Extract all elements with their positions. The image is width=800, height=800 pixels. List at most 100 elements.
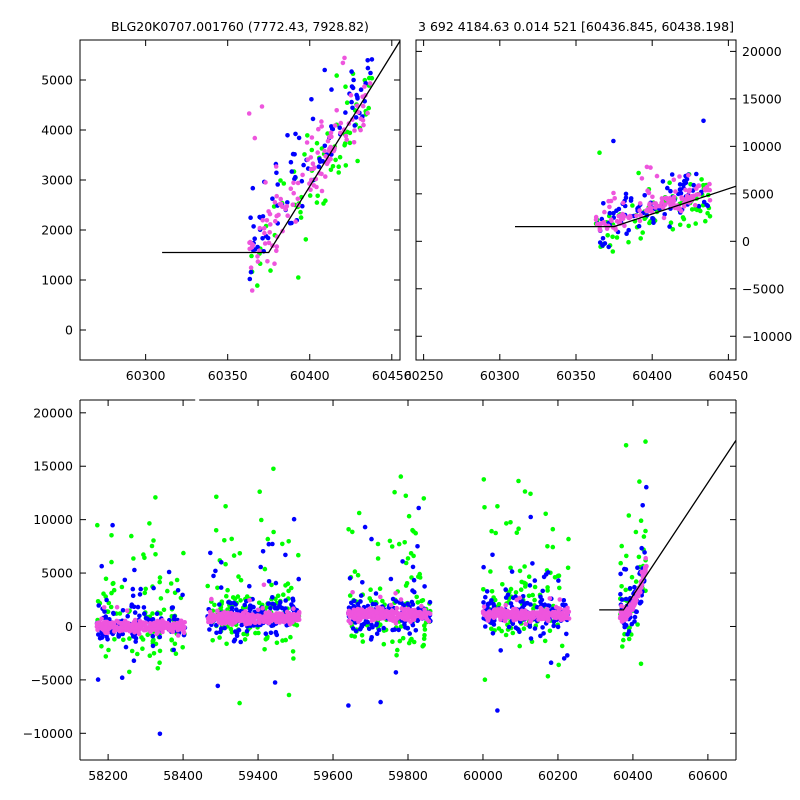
green-data-point [406,640,412,646]
pink-data-point [138,623,143,629]
x-tick-label: 59800 [388,768,428,783]
blue-data-point [125,613,130,619]
blue-data-point [619,597,625,602]
blue-data-point [99,563,104,569]
blue-data-point [622,566,627,572]
green-data-point [503,632,509,638]
blue-data-point [681,182,686,188]
blue-data-point [279,605,285,611]
blue-data-point [509,569,515,574]
blue-data-point [556,578,561,583]
green-data-point [618,560,623,566]
green-data-point [259,517,264,523]
pink-data-point [372,617,377,622]
pink-data-point [419,611,425,617]
green-data-point [174,577,180,583]
blue-data-point [365,619,371,625]
green-data-point [168,581,174,586]
green-data-point [630,203,635,208]
blue-data-point [270,196,275,201]
green-data-point [481,587,486,592]
pink-data-point [510,606,516,612]
blue-data-point [296,135,302,141]
green-data-point [522,564,527,569]
blue-data-point [219,560,224,565]
green-data-point [151,538,156,543]
blue-data-point [601,201,606,206]
green-data-point [377,586,383,591]
green-data-point [522,489,528,494]
pink-data-point [627,213,633,219]
blue-data-point [351,77,356,83]
blue-data-point [270,541,275,547]
blue-data-point [283,552,288,558]
green-data-point [231,553,237,558]
pink-data-point [260,605,265,611]
blue-data-point [369,622,374,628]
x-axis-ticks: 60300 60350 60400 60450 [126,40,412,383]
blue-data-point [97,636,103,641]
blue-data-point [611,138,616,144]
pink-data-point [556,614,561,619]
green-data-point [349,1,354,6]
green-data-point [514,530,520,535]
pink-data-point [679,196,685,202]
pink-data-point [644,208,649,213]
blue-data-point [623,195,629,200]
green-data-point [242,637,248,642]
pink-data-point [647,202,652,208]
green-data-point [314,200,320,205]
pink-data-point [620,200,626,206]
green-data-point [286,539,292,544]
blue-data-point [667,224,672,229]
pink-data-point [545,618,551,624]
pink-data-point [412,611,418,617]
blue-data-point [154,611,160,616]
pink-data-point [371,613,376,618]
pink-data-point [681,204,687,209]
pink-data-point [323,174,328,179]
blue-data-point [644,484,649,490]
blue-data-point [491,601,496,607]
blue-data-point [329,87,334,92]
pink-data-point [654,173,660,179]
panel-top-left: 60300 60350 60400 60450 0 1000 2000 3000 4000 500… [41,1,412,383]
pink-data-point [556,610,561,615]
green-data-point [143,586,148,592]
green-data-point [149,543,155,549]
green-data-point [147,653,153,658]
pink-data-point [280,204,285,209]
pink-data-point [340,60,346,66]
blue-data-point [222,625,227,631]
pink-data-point [257,620,262,625]
x-tick-label: 60450 [372,368,412,383]
pink-data-point [206,619,211,625]
green-data-point [280,638,285,643]
blue-data-point [422,584,427,589]
blue-data-point [427,599,433,605]
green-data-point [140,646,145,651]
green-data-point [508,586,514,592]
blue-data-point [104,597,109,603]
blue-data-point [116,633,121,638]
blue-data-point [561,656,567,661]
green-data-point [303,237,309,242]
green-data-point [406,513,412,519]
blue-data-point [485,604,490,609]
pink-data-point [362,609,368,614]
pink-data-point [683,187,688,193]
blue-data-point [534,604,540,610]
green-data-point [547,628,553,634]
blue-data-point [412,589,417,595]
green-data-point [343,163,349,168]
green-data-point [565,565,571,571]
green-data-point [545,544,550,549]
pink-data-point [643,565,648,570]
green-data-point [638,236,643,241]
blue-data-point [660,179,666,184]
green-data-point [141,552,146,557]
green-data-point [489,528,494,534]
pink-data-point [284,203,290,209]
pink-data-point [348,613,353,618]
blue-data-point [215,683,221,689]
